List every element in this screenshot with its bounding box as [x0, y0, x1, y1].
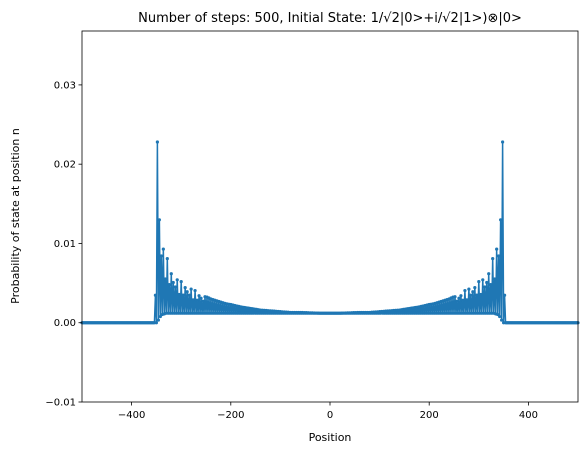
data-point: [167, 283, 171, 287]
y-tick-label: −0.01: [45, 398, 76, 409]
data-point: [189, 287, 193, 291]
data-point: [179, 280, 183, 284]
data-point: [201, 299, 205, 303]
data-point: [169, 272, 173, 276]
data-point: [469, 293, 473, 297]
data-point: [493, 277, 497, 281]
data-point: [159, 254, 163, 258]
data-point: [487, 272, 491, 276]
data-point: [191, 298, 195, 302]
data-point: [163, 277, 167, 281]
data-point: [156, 318, 160, 322]
data-point: [195, 298, 199, 302]
x-tick-label: −400: [118, 410, 145, 421]
data-point: [498, 314, 502, 319]
data-point: [181, 293, 185, 297]
y-tick-label: 0.02: [54, 160, 76, 171]
data-point: [457, 296, 461, 300]
data-point: [161, 247, 165, 251]
y-tick-label: 0.00: [54, 318, 76, 329]
axis-ticks: −400 −200 0 200 400 −0.01 0.00 0.01 0.02 0.03: [45, 80, 538, 421]
data-point: [187, 293, 191, 297]
data-point: [199, 296, 203, 300]
data-point: [491, 256, 495, 261]
series-line: [80, 140, 580, 325]
y-tick-label: 0.03: [54, 80, 76, 91]
data-point: [475, 293, 479, 297]
data-point: [477, 280, 481, 284]
chart-title: Number of steps: 500, Initial State: 1/√…: [138, 11, 522, 26]
data-point: [473, 285, 477, 290]
data-point: [500, 318, 504, 322]
data-point: [158, 314, 162, 319]
data-point: [496, 312, 500, 317]
data-point: [453, 295, 457, 299]
data-point: [153, 293, 158, 297]
data-point: [465, 298, 469, 302]
data-point: [155, 140, 159, 144]
data-point: [499, 218, 503, 222]
data-point: [485, 280, 489, 285]
data-point: [463, 288, 467, 293]
data-point: [489, 283, 493, 287]
x-tick-label: −200: [217, 410, 244, 421]
data-point: [171, 280, 175, 285]
y-axis-title: Probability of state at position n: [9, 128, 22, 304]
x-axis-title: Position: [309, 431, 352, 444]
data-point: [154, 321, 158, 325]
data-point: [193, 288, 197, 293]
data-point: [483, 285, 487, 289]
data-point: [455, 299, 459, 303]
plot-frame: [81, 30, 579, 403]
data-point: [495, 247, 499, 251]
data-point: [185, 290, 189, 294]
x-tick-label: 400: [519, 410, 538, 421]
data-point: [467, 287, 471, 291]
data-point: [183, 285, 187, 290]
data-point: [471, 290, 475, 294]
data-point: [461, 298, 465, 302]
data-point: [197, 294, 201, 298]
data-point: [177, 292, 181, 297]
data-point: [502, 293, 507, 297]
y-tick-label: 0.01: [54, 239, 76, 250]
data-point: [479, 292, 483, 297]
x-tick-label: 200: [420, 410, 439, 421]
x-tick-label: 0: [327, 410, 333, 421]
data-point: [459, 294, 463, 298]
data-point: [497, 254, 501, 258]
data-point: [173, 285, 177, 289]
plot-background: [82, 31, 578, 402]
data-point: [165, 256, 169, 261]
data-point: [175, 278, 179, 282]
data-point: [481, 278, 485, 282]
data-point: [157, 218, 161, 222]
data-point: [501, 140, 505, 144]
